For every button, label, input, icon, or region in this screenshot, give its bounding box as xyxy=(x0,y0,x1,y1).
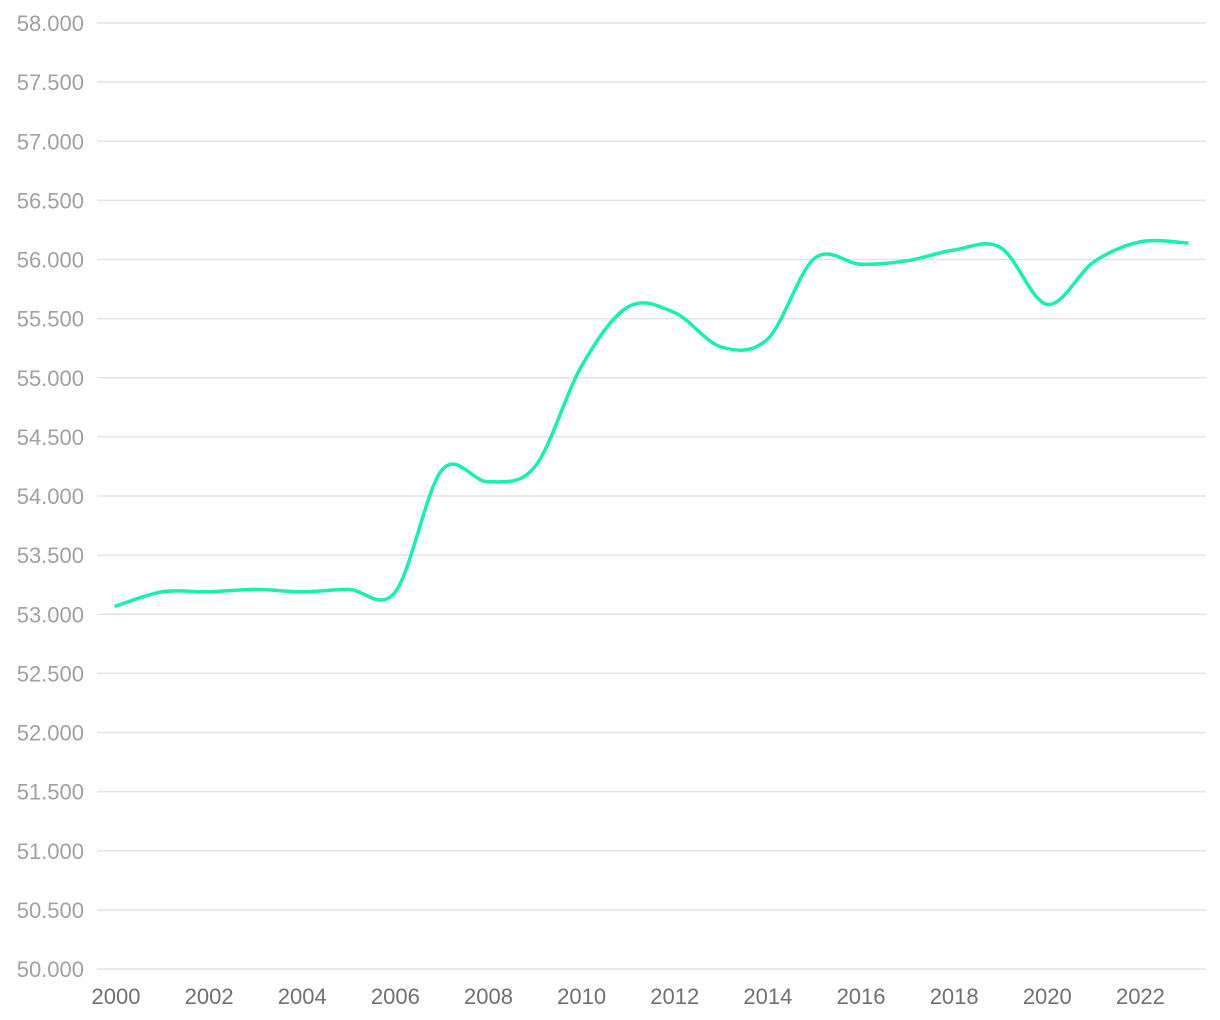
data-point[interactable] xyxy=(296,586,308,598)
y-tick-label: 53.000 xyxy=(17,602,84,627)
data-point[interactable] xyxy=(808,252,820,264)
x-tick-label: 2006 xyxy=(371,984,420,1009)
y-tick-label: 57.000 xyxy=(17,129,84,154)
series-layer xyxy=(110,236,1193,612)
data-point[interactable] xyxy=(995,242,1007,254)
y-tick-label: 56.500 xyxy=(17,188,84,213)
x-tick-label: 2022 xyxy=(1116,984,1165,1009)
data-point[interactable] xyxy=(389,586,401,598)
series-line xyxy=(114,238,1189,608)
data-point[interactable] xyxy=(669,307,681,319)
data-point[interactable] xyxy=(902,255,914,267)
data-point[interactable] xyxy=(483,476,495,488)
y-tick-label: 57.500 xyxy=(17,70,84,95)
y-grid xyxy=(97,22,1206,970)
x-tick-label: 2020 xyxy=(1023,984,1072,1009)
x-tick-label: 2008 xyxy=(464,984,513,1009)
data-point[interactable] xyxy=(762,333,774,345)
y-tick-label: 50.000 xyxy=(17,957,84,982)
data-point[interactable] xyxy=(529,460,541,472)
y-axis: 50.000 50.500 51.000 51.500 52.000 52.500 53.0… xyxy=(17,11,84,982)
data-point[interactable] xyxy=(157,586,169,598)
data-point[interactable] xyxy=(1134,236,1146,248)
y-tick-label: 52.000 xyxy=(17,721,84,746)
y-tick-label: 55.000 xyxy=(17,366,84,391)
x-tick-label: 2012 xyxy=(650,984,699,1009)
data-point[interactable] xyxy=(622,301,634,313)
data-point[interactable] xyxy=(1041,298,1053,310)
y-tick-label: 53.500 xyxy=(17,543,84,568)
data-point[interactable] xyxy=(948,244,960,256)
y-tick-label: 54.000 xyxy=(17,484,84,509)
data-point[interactable] xyxy=(1088,256,1100,268)
data-point[interactable] xyxy=(250,583,262,595)
data-point[interactable] xyxy=(715,341,727,353)
y-tick-label: 51.000 xyxy=(17,839,84,864)
x-tick-label: 2000 xyxy=(92,984,141,1009)
y-tick-label: 52.500 xyxy=(17,661,84,686)
y-tick-label: 54.500 xyxy=(17,425,84,450)
data-point[interactable] xyxy=(576,360,588,372)
y-tick-label: 51.500 xyxy=(17,780,84,805)
x-tick-label: 2018 xyxy=(930,984,979,1009)
x-axis: 2000 2002 2004 2006 2008 2010 2012 2014 2016 2018… xyxy=(92,984,1165,1009)
x-tick-label: 2016 xyxy=(837,984,886,1009)
x-tick-label: 2002 xyxy=(185,984,234,1009)
data-point[interactable] xyxy=(343,583,355,595)
data-point[interactable] xyxy=(1181,237,1193,249)
y-tick-label: 58.000 xyxy=(17,11,84,36)
x-tick-label: 2004 xyxy=(278,984,327,1009)
data-point[interactable] xyxy=(203,586,215,598)
x-tick-label: 2014 xyxy=(743,984,792,1009)
y-tick-label: 55.500 xyxy=(17,307,84,332)
y-tick-label: 56.000 xyxy=(17,248,84,273)
y-tick-label: 50.500 xyxy=(17,898,84,923)
data-point[interactable] xyxy=(436,464,448,476)
data-point[interactable] xyxy=(855,258,867,270)
data-point[interactable] xyxy=(110,600,122,612)
x-tick-label: 2010 xyxy=(557,984,606,1009)
